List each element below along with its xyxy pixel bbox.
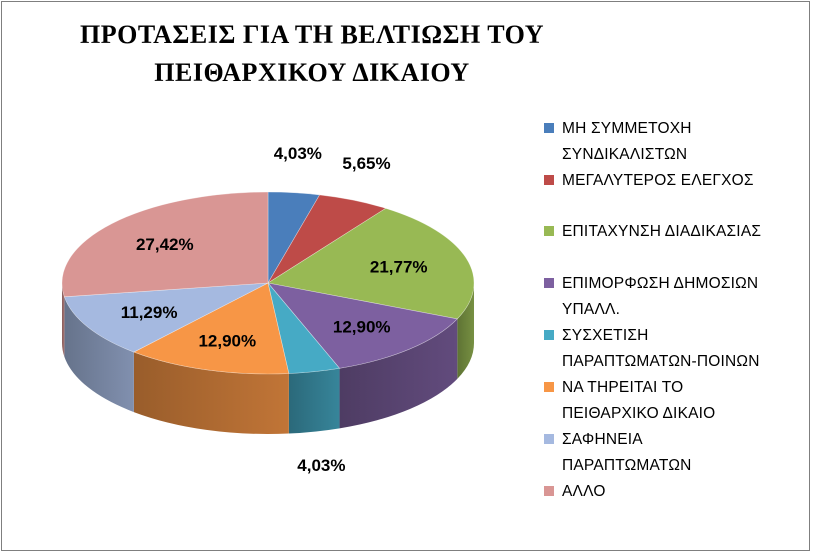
pie-data-labels: 4,03% 5,65% 21,77% 12,90% 4,03% 12,90% 11,29% 2… xyxy=(121,144,428,475)
data-label-0: 4,03% xyxy=(274,144,322,163)
legend-label-7: ΑΛΛΟ xyxy=(562,479,807,505)
legend-label-1: ΜΕΓΑΛΥΤΕΡΟΣ ΕΛΕΓΧΟΣ xyxy=(562,168,807,194)
legend-label-3: ΕΠΙΜΟΡΦΩΣΗ ΔΗΜΟΣΙΩΝ ΥΠΑΛΛ. xyxy=(562,271,807,323)
data-label-4: 4,03% xyxy=(297,456,345,475)
legend-label-line: ΕΠΙΤΑΧΥΝΣΗ ΔΙΑΔΙΚΑΣΙΑΣ xyxy=(562,223,762,240)
legend-label-line: ΠΑΡΑΠΤΩΜΑΤΩΝ-ΠΟΙΝΩΝ xyxy=(562,353,760,370)
legend-label-line: ΣΥΝΔΙΚΑΛΙΣΤΩΝ xyxy=(562,146,688,163)
pie-side-4 xyxy=(288,368,340,434)
pie-side-5 xyxy=(133,352,289,434)
data-label-6: 11,29% xyxy=(121,303,178,322)
legend-label-line: ΜΗ ΣΥΜΜΕΤΟΧΗ xyxy=(562,120,692,137)
legend-swatch-7 xyxy=(544,486,554,496)
legend-label-4: ΣΥΣΧΕΤΙΣΗ ΠΑΡΑΠΤΩΜΑΤΩΝ-ΠΟΙΝΩΝ xyxy=(562,323,807,375)
pie-side-2 xyxy=(457,283,474,379)
legend-swatch-1 xyxy=(544,175,554,185)
pie-sides xyxy=(62,283,474,434)
legend-label-line: ΥΠΑΛΛ. xyxy=(562,301,621,318)
data-label-2: 21,77% xyxy=(370,258,428,277)
legend-swatch-2 xyxy=(544,226,554,236)
pie-slice-6 xyxy=(63,282,269,353)
pie-side-7 xyxy=(62,283,65,357)
data-label-1: 5,65% xyxy=(342,154,390,173)
pie-slice-3 xyxy=(267,282,458,369)
legend-label-0: ΜΗ ΣΥΜΜΕΤΟΧΗ ΣΥΝΔΙΚΑΛΙΣΤΩΝ xyxy=(562,116,807,168)
legend-label-5: ΝΑ ΤΗΡΕΙΤΑΙ ΤΟ ΠΕΙΘΑΡΧΙΚΟ ΔΙΚΑΙΟ xyxy=(562,375,807,427)
legend-label-line: ΝΑ ΤΗΡΕΙΤΑΙ ΤΟ xyxy=(562,379,684,396)
legend-label-line: ΕΠΙΜΟΡΦΩΣΗ ΔΗΜΟΣΙΩΝ xyxy=(562,275,759,292)
pie-slice-7 xyxy=(61,191,269,298)
legend-swatch-3 xyxy=(544,278,554,288)
data-label-7: 27,42% xyxy=(136,235,194,254)
legend-label-line: ΑΛΛΟ xyxy=(562,483,606,500)
legend-label-line: ΣΑΦΗΝΕΙΑ xyxy=(562,431,643,448)
legend-swatch-5 xyxy=(544,382,554,392)
legend-swatch-0 xyxy=(544,123,554,133)
pie-top xyxy=(61,191,475,375)
legend-label-2: ΕΠΙΤΑΧΥΝΣΗ ΔΙΑΔΙΚΑΣΙΑΣ xyxy=(562,219,807,245)
legend-label-line: ΜΕΓΑΛΥΤΕΡΟΣ ΕΛΕΓΧΟΣ xyxy=(562,172,754,189)
pie-slice-5 xyxy=(133,282,290,375)
pie-side-6 xyxy=(64,296,134,413)
chart-title-line-2: ΠΕΙΘΑΡΧΙΚΟΥ ΔΙΚΑΙΟΥ xyxy=(154,58,470,87)
data-label-3: 12,90% xyxy=(333,318,391,337)
legend-label-line: ΠΑΡΑΠΤΩΜΑΤΩΝ xyxy=(562,457,692,474)
chart-title: ΠΡΟΤΑΣΕΙΣ ΓΙΑ ΤΗ ΒΕΛΤΙΩΣΗ ΤΟΥ ΠΕΙΘΑΡΧΙΚΟ… xyxy=(62,16,562,92)
legend-label-line: ΣΥΣΧΕΤΙΣΗ xyxy=(562,327,649,344)
pie-side-3 xyxy=(339,318,458,429)
legend-label-6: ΣΑΦΗΝΕΙΑ ΠΑΡΑΠΤΩΜΑΤΩΝ xyxy=(562,427,807,479)
pie-slice-2 xyxy=(267,207,475,320)
legend-swatch-6 xyxy=(544,434,554,444)
data-label-5: 12,90% xyxy=(198,331,256,350)
legend-swatch-4 xyxy=(544,330,554,340)
chart-title-line-1: ΠΡΟΤΑΣΕΙΣ ΓΙΑ ΤΗ ΒΕΛΤΙΩΣΗ ΤΟΥ xyxy=(79,20,544,49)
legend-label-line: ΠΕΙΘΑΡΧΙΚΟ ΔΙΚΑΙΟ xyxy=(562,405,716,422)
